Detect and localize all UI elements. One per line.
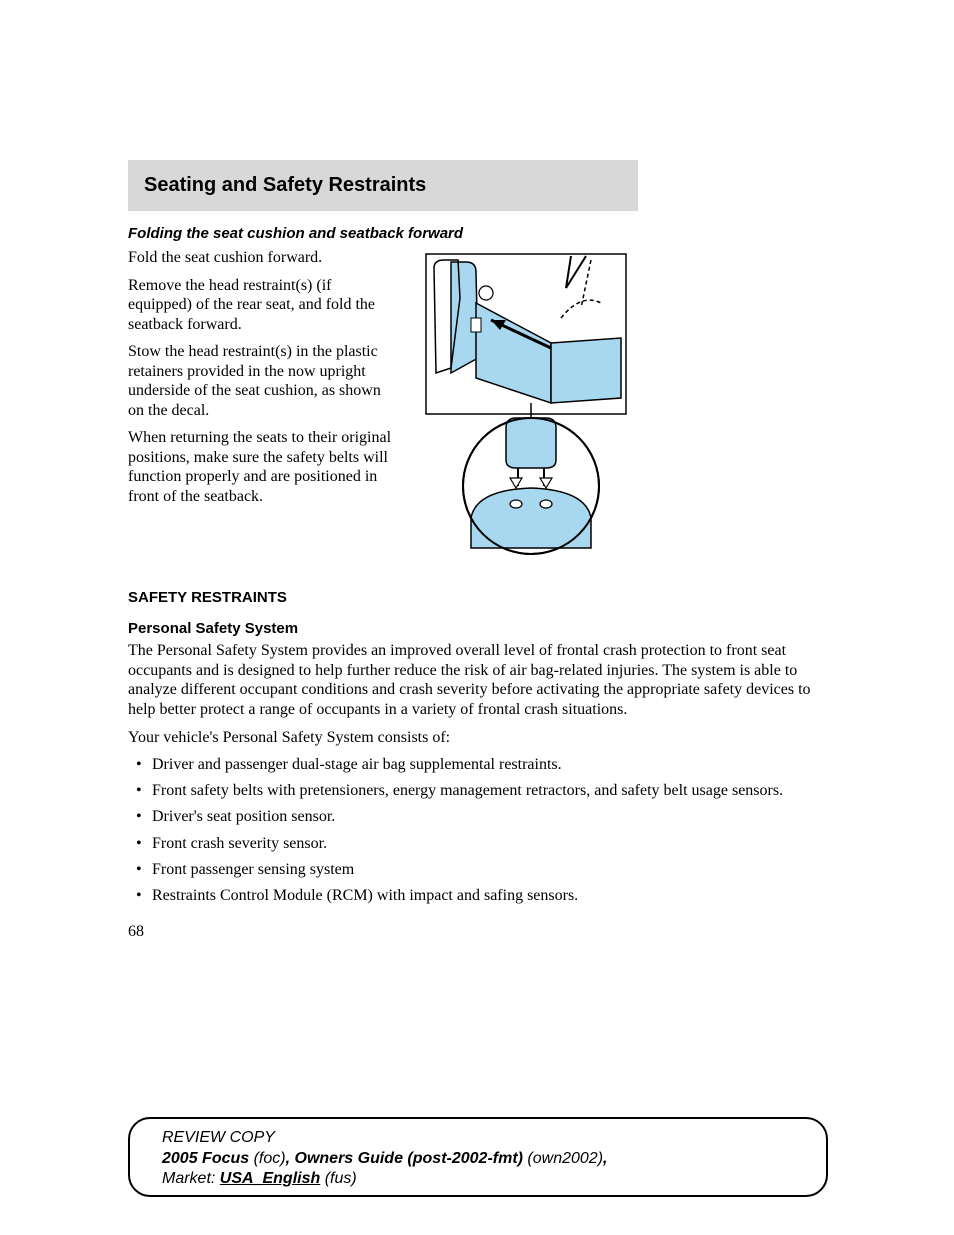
footer-comma: , <box>603 1150 607 1167</box>
list-item: Front passenger sensing system <box>128 860 828 879</box>
footer-line2: 2005 Focus (foc), Owners Guide (post-200… <box>162 1149 794 1169</box>
safety-heading: SAFETY RESTRAINTS <box>128 589 828 606</box>
list-item: Restraints Control Module (RCM) with imp… <box>128 886 828 905</box>
list-item: Front crash severity sensor. <box>128 834 828 853</box>
footer-guide: , Owners Guide (post-2002-fmt) <box>286 1150 523 1167</box>
section-title: Seating and Safety Restraints <box>144 174 622 197</box>
footer-box: REVIEW COPY 2005 Focus (foc), Owners Gui… <box>128 1117 828 1197</box>
footer-code3: (fus) <box>320 1170 356 1187</box>
safety-body: The Personal Safety System provides an i… <box>128 641 828 719</box>
page-content: Seating and Safety Restraints Folding th… <box>128 160 828 941</box>
list-intro: Your vehicle's Personal Safety System co… <box>128 729 828 747</box>
folding-p3: Stow the head restraint(s) in the plasti… <box>128 342 398 420</box>
footer-market-label: Market: <box>162 1170 220 1187</box>
footer-review-copy: REVIEW COPY <box>162 1129 794 1147</box>
footer-code2: (own2002) <box>523 1150 603 1167</box>
footer-code1: (foc) <box>249 1150 285 1167</box>
footer-model: 2005 Focus <box>162 1150 249 1167</box>
seat-folding-illustration <box>416 248 636 558</box>
page-number: 68 <box>128 923 828 941</box>
safety-list: Driver and passenger dual-stage air bag … <box>128 755 828 905</box>
footer-market-value: USA_English <box>220 1170 320 1187</box>
folding-p2: Remove the head restraint(s) (if equippe… <box>128 276 398 335</box>
section-header: Seating and Safety Restraints <box>128 160 638 211</box>
folding-p1: Fold the seat cushion forward. <box>128 248 398 268</box>
folding-title: Folding the seat cushion and seatback fo… <box>128 225 828 242</box>
safety-subheading: Personal Safety System <box>128 620 828 637</box>
list-item: Driver's seat position sensor. <box>128 807 828 826</box>
folding-p4: When returning the seats to their origin… <box>128 428 398 506</box>
text-column: Fold the seat cushion forward. Remove th… <box>128 248 398 563</box>
footer-line3: Market: USA_English (fus) <box>162 1169 794 1189</box>
list-item: Driver and passenger dual-stage air bag … <box>128 755 828 774</box>
illustration-column <box>416 248 828 563</box>
two-column-layout: Fold the seat cushion forward. Remove th… <box>128 248 828 563</box>
list-item: Front safety belts with pretensioners, e… <box>128 781 828 800</box>
